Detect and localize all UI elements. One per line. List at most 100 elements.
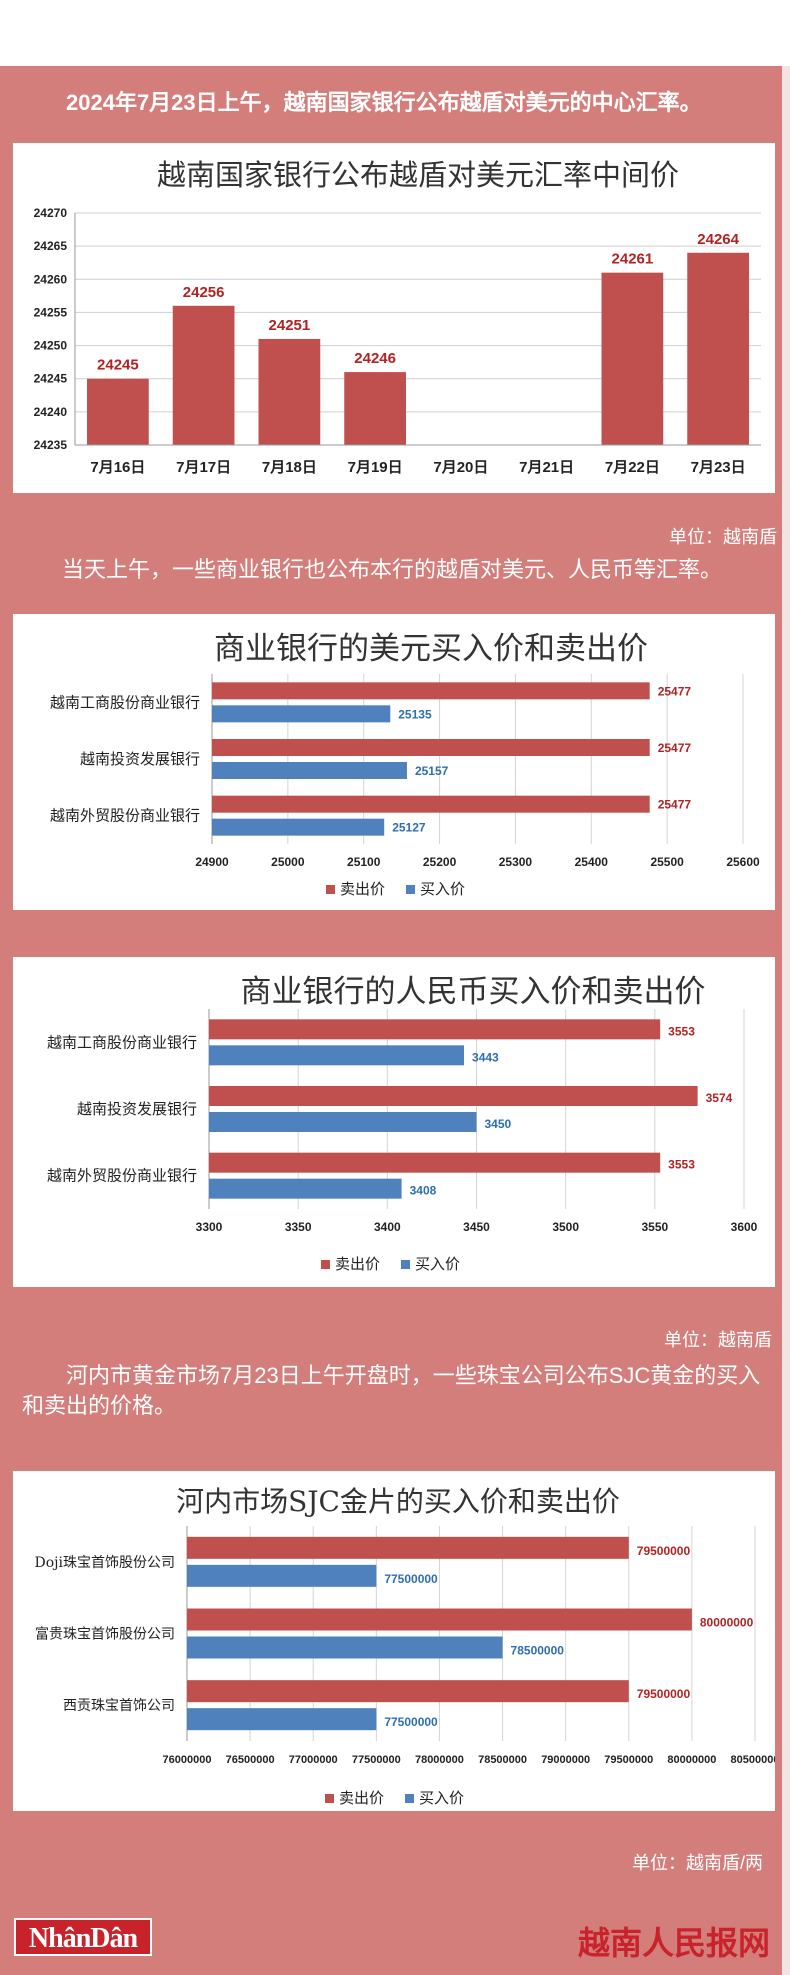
category-label: Doji珠宝首饰股份公司 (35, 1555, 175, 1571)
unit-label-1: 单位：越南盾 (669, 527, 777, 547)
x-tick-label: 7月20日 (433, 459, 488, 476)
x-tick-label: 3300 (196, 1220, 223, 1234)
x-tick-label: 24900 (195, 855, 229, 869)
legend-swatch (405, 1794, 414, 1803)
legend-label: 买入价 (420, 880, 465, 898)
central-rate-chart: 越南国家银行公布越盾对美元汇率中间价 24235 24240 24245 24250 24… (34, 158, 761, 476)
bar-data-label: 24245 (97, 357, 139, 374)
bar (209, 1178, 402, 1199)
bar (209, 1019, 661, 1040)
x-tick-label: 80500000 (731, 1754, 775, 1766)
category-label: 越南投资发展银行 (77, 1100, 197, 1118)
x-tick-label: 77500000 (352, 1754, 401, 1766)
legend-swatch (321, 1260, 330, 1269)
bar (187, 1636, 503, 1659)
bar-data-label: 3574 (706, 1091, 733, 1105)
bar (187, 1708, 377, 1731)
bar (601, 272, 664, 445)
category-label: 越南工商股份商业银行 (47, 1033, 197, 1051)
x-tick-label: 25500 (650, 855, 684, 869)
bar (687, 252, 749, 445)
bar (212, 795, 650, 813)
site-brand[interactable]: 越南人民报网 (577, 1924, 770, 1962)
chart-panel-2: 商业银行的美元买入价和卖出价 24900 25000 25100 25200 25300 2… (13, 614, 775, 910)
legend-swatch (325, 1794, 334, 1803)
bar (172, 305, 235, 445)
x-tick-label: 79000000 (541, 1754, 590, 1766)
y-tick-label: 24245 (34, 372, 68, 386)
bar-data-label: 24251 (269, 317, 311, 334)
legend-label: 卖出价 (340, 880, 385, 898)
cny-rate-chart: 商业银行的人民币买入价和卖出价 3300 3350 3400 3450 3500 3550 3… (47, 974, 758, 1273)
bar (187, 1680, 629, 1703)
bar-data-label: 3408 (410, 1184, 437, 1198)
bar (212, 705, 391, 723)
category-label: 富贵珠宝首饰股份公司 (35, 1626, 175, 1643)
intro-paragraph-1: 2024年7月23日上午，越南国家银行公布越盾对美元的中心汇率。 (66, 90, 702, 115)
y-tick-label: 24250 (34, 339, 68, 353)
x-tick-label: 7月18日 (262, 459, 317, 476)
bar (212, 762, 407, 779)
category-label: 越南外贸股份商业银行 (50, 807, 200, 825)
legend-swatch (401, 1260, 410, 1269)
bar-data-label: 24256 (183, 284, 225, 301)
bar (212, 682, 650, 700)
x-tick-label: 7月23日 (691, 459, 746, 476)
x-tick-label: 3600 (731, 1220, 758, 1234)
chart-title: 河内市场SJC金片的买入价和卖出价 (176, 1485, 620, 1518)
x-tick-label: 25100 (347, 855, 381, 869)
legend-label: 卖出价 (335, 1255, 380, 1273)
y-tick-label: 24270 (34, 206, 68, 220)
bar-data-label: 79500000 (637, 1687, 691, 1701)
x-tick-label: 76500000 (226, 1754, 275, 1766)
bar (212, 818, 385, 836)
x-tick-label: 7月17日 (176, 459, 231, 476)
bar (344, 372, 406, 445)
x-tick-label: 76000000 (163, 1754, 212, 1766)
category-label: 越南工商股份商业银行 (50, 693, 200, 711)
x-tick-label: 3550 (641, 1220, 668, 1234)
bar-data-label: 3450 (485, 1117, 512, 1131)
bar-data-label: 77500000 (384, 1715, 438, 1729)
x-tick-label: 25000 (271, 855, 305, 869)
bar-data-label: 77500000 (384, 1572, 438, 1586)
intro-paragraph-3: 河内市黄金市场7月23日上午开盘时，一些珠宝公司公布SJC黄金的买入和卖出的价格… (22, 1363, 761, 1418)
y-tick-label: 24235 (34, 438, 68, 452)
bar-data-label: 80000000 (700, 1616, 754, 1630)
chart-title: 商业银行的人民币买入价和卖出价 (241, 974, 706, 1010)
category-label: 西贡珠宝首饰公司 (63, 1698, 175, 1714)
x-tick-label: 80000000 (667, 1754, 716, 1766)
chart-panel-4: 河内市场SJC金片的买入价和卖出价 76000000 76500000 7700000… (13, 1471, 775, 1811)
intro-paragraph-2: 当天上午，一些商业银行也公布本行的越盾对美元、人民币等汇率。 (62, 557, 723, 582)
bar-data-label: 79500000 (637, 1544, 691, 1558)
legend-label: 卖出价 (339, 1789, 384, 1807)
unit-label-3: 单位：越南盾/两 (631, 1853, 763, 1873)
x-tick-label: 25200 (423, 855, 457, 869)
gold-price-chart: 河内市场SJC金片的买入价和卖出价 76000000 76500000 7700000… (35, 1485, 775, 1807)
legend-swatch (326, 885, 335, 894)
bar-data-label: 24246 (354, 350, 396, 367)
x-tick-label: 78500000 (478, 1754, 527, 1766)
x-tick-label: 3350 (285, 1220, 312, 1234)
x-tick-label: 7月16日 (90, 459, 145, 476)
bar-data-label: 24264 (697, 231, 739, 248)
nhandan-logo: NhânDân (14, 1918, 152, 1956)
x-tick-label: 79500000 (604, 1754, 653, 1766)
category-label: 越南外贸股份商业银行 (47, 1167, 197, 1185)
bar-data-label: 3443 (472, 1050, 499, 1064)
bar (209, 1112, 477, 1132)
bar (187, 1564, 377, 1587)
x-tick-label: 3450 (463, 1220, 490, 1234)
legend-label: 买入价 (415, 1255, 460, 1273)
bar (209, 1045, 465, 1066)
x-tick-label: 7月19日 (348, 459, 403, 476)
x-tick-label: 25300 (499, 855, 533, 869)
chart-panel-1: 越南国家银行公布越盾对美元汇率中间价 24235 24240 24245 24250 24… (13, 143, 775, 493)
x-tick-label: 3500 (552, 1220, 579, 1234)
bar (87, 378, 149, 445)
bar (209, 1152, 661, 1173)
y-tick-label: 24265 (34, 239, 68, 253)
chart-title: 商业银行的美元买入价和卖出价 (214, 631, 648, 667)
y-tick-label: 24255 (34, 305, 68, 319)
unit-label-2: 单位：越南盾 (664, 1330, 772, 1350)
